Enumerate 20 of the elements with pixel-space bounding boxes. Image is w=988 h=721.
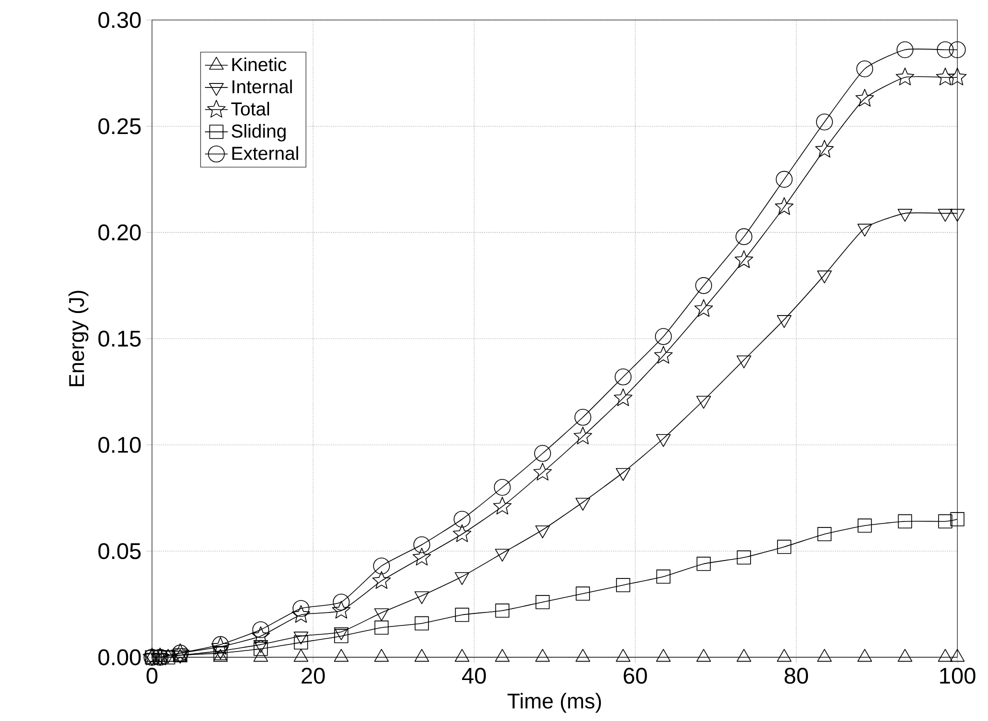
legend-label: Internal <box>232 80 292 94</box>
y-tick-label: 0.10 <box>98 436 141 453</box>
x-tick-label: 20 <box>302 668 325 684</box>
y-tick-label: 0.25 <box>98 118 141 134</box>
x-tick-label: 60 <box>624 668 647 684</box>
y-tick-label: 0.00 <box>98 649 141 666</box>
legend-label: Kinetic <box>232 57 286 72</box>
x-tick-label: 80 <box>784 668 808 684</box>
legend-label: Total <box>231 102 270 116</box>
y-tick-label: 0.15 <box>98 330 141 347</box>
legend-label: External <box>232 146 298 160</box>
x-tick-label: 100 <box>940 668 976 684</box>
y-axis-title: Energy (J) <box>68 290 88 386</box>
y-tick-label: 0.20 <box>98 224 141 240</box>
y-tick-label: 0.30 <box>98 12 141 28</box>
x-tick-label: 40 <box>462 668 486 684</box>
legend-label: Sliding <box>232 124 286 142</box>
y-tick-label: 0.05 <box>98 542 141 559</box>
x-axis-title: Time (ms) <box>508 692 601 713</box>
x-tick-label: 0 <box>146 668 158 684</box>
